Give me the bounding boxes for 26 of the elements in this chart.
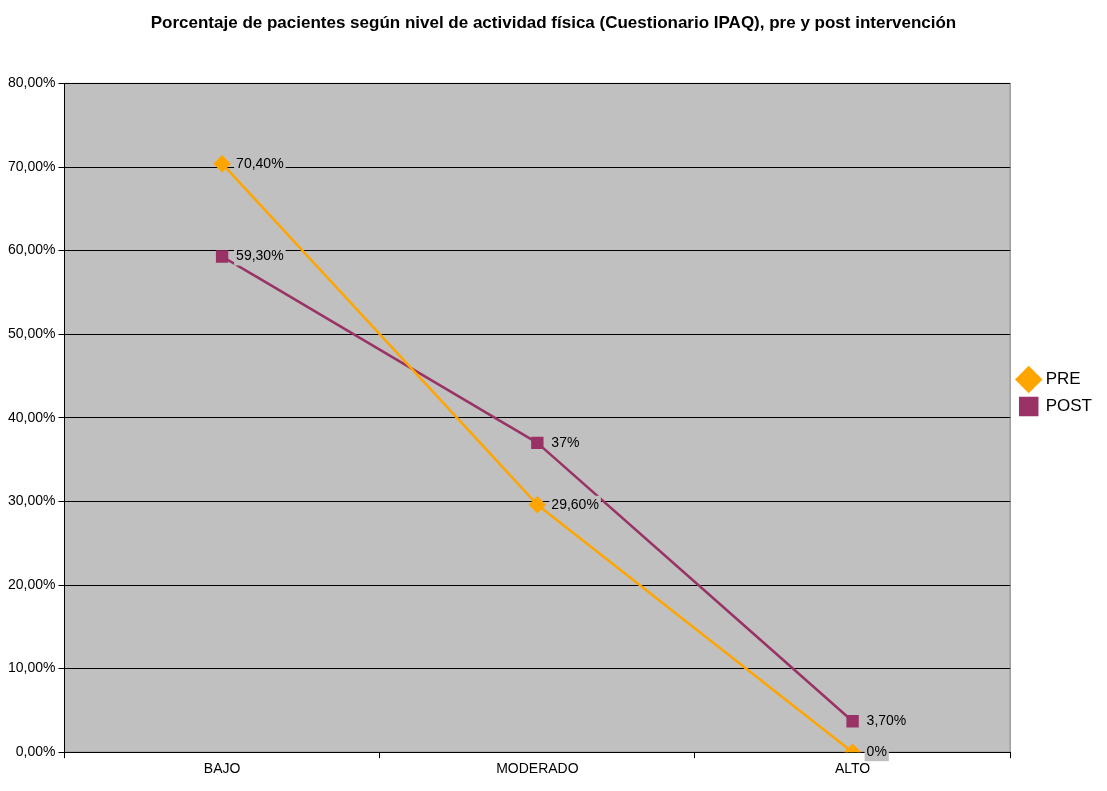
point — [846, 715, 859, 728]
y-tick-label: 60,00% — [8, 241, 56, 258]
y-tick-label: 40,00% — [8, 408, 56, 425]
y-tick-label: 0,00% — [15, 743, 56, 760]
point — [529, 496, 546, 513]
data-label: 59,30% — [236, 247, 284, 264]
data-label: 0% — [866, 743, 887, 760]
y-tick-label: 30,00% — [8, 492, 56, 509]
x-tick-label: BAJO — [203, 760, 241, 777]
point — [215, 250, 229, 263]
y-tick-label: 70,00% — [8, 157, 56, 174]
point — [213, 155, 231, 172]
data-label: 3,70% — [866, 712, 907, 729]
legend-label: PRE — [1045, 369, 1081, 389]
y-tick-label: 50,00% — [8, 325, 56, 342]
data-label: 37% — [551, 433, 580, 450]
legend-label: POST — [1045, 396, 1093, 416]
chart-title: Porcentaje de pacientes según nivel de actividad física (Cuestionario IPAQ), pre y post intervención — [150, 12, 957, 32]
x-tick-label: ALTO — [834, 760, 871, 777]
data-label: 29,60% — [551, 495, 599, 512]
x-tick-label: MODERADO — [496, 760, 579, 777]
y-tick-label: 80,00% — [8, 74, 56, 91]
point — [531, 436, 544, 450]
y-tick-label: 20,00% — [8, 575, 56, 592]
data-label: 70,40% — [236, 154, 284, 171]
y-tick-label: 10,00% — [8, 659, 56, 676]
